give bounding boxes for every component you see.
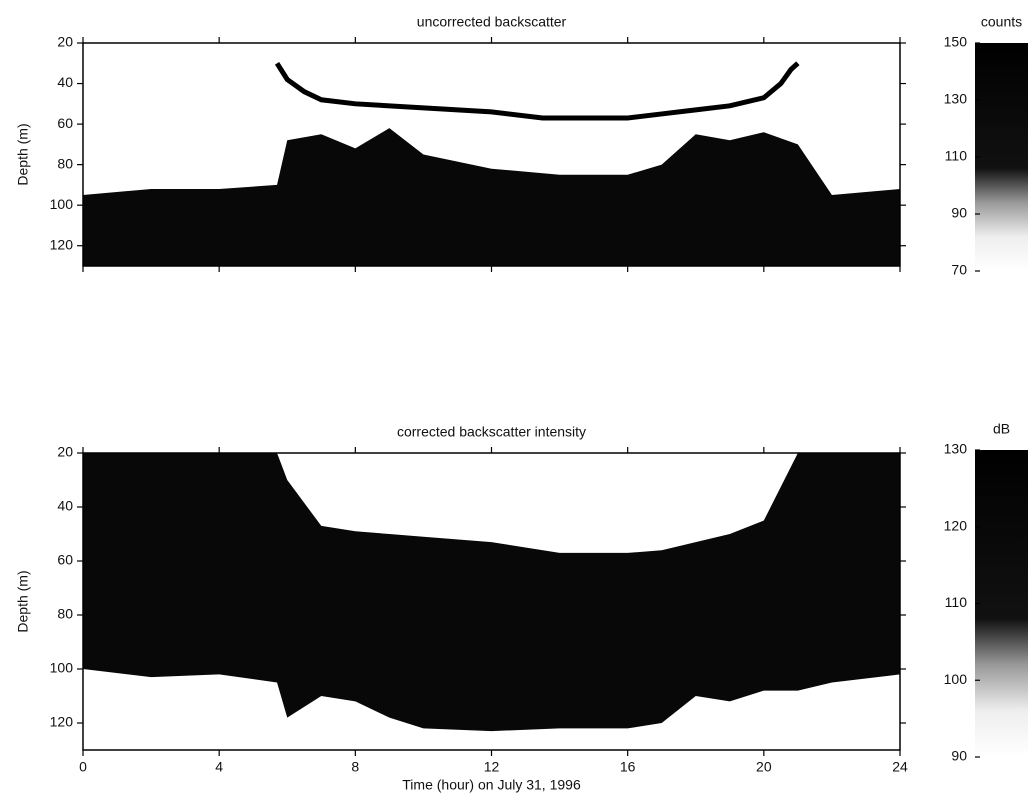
chart-title: uncorrected backscatter — [417, 14, 567, 30]
y-tick-label: 80 — [57, 155, 73, 171]
colorbar — [975, 43, 1028, 271]
echo-region — [83, 128, 900, 266]
colorbar-tick-label: 130 — [944, 441, 968, 457]
x-tick-label: 20 — [756, 759, 772, 775]
y-tick-label: 40 — [57, 74, 73, 90]
y-tick-label: 80 — [57, 606, 73, 622]
y-tick-label: 100 — [50, 660, 74, 676]
y-tick-label: 100 — [50, 196, 74, 212]
colorbar-label: dB — [993, 421, 1010, 437]
colorbar-tick-label: 70 — [951, 262, 967, 278]
x-tick-label: 0 — [79, 759, 87, 775]
y-axis-label: Depth (m) — [15, 123, 31, 185]
y-tick-label: 20 — [57, 34, 73, 50]
x-tick-label: 24 — [892, 759, 908, 775]
y-tick-label: 60 — [57, 552, 73, 568]
y-tick-label: 120 — [50, 714, 74, 730]
colorbar-tick-label: 120 — [944, 517, 968, 533]
x-tick-label: 8 — [351, 759, 359, 775]
y-axis-label: Depth (m) — [15, 570, 31, 632]
colorbar-tick-label: 110 — [945, 594, 968, 610]
chart-title: corrected backscatter intensity — [397, 424, 586, 440]
colorbar-tick-label: 90 — [951, 205, 967, 221]
x-tick-label: 16 — [620, 759, 636, 775]
colorbar-tick-label: 150 — [944, 34, 968, 50]
colorbar-tick-label: 100 — [944, 671, 968, 687]
colorbar-tick-label: 110 — [945, 148, 968, 164]
x-tick-label: 4 — [215, 759, 223, 775]
colorbar-tick-label: 90 — [951, 748, 967, 764]
y-tick-label: 40 — [57, 498, 73, 514]
y-tick-label: 20 — [57, 444, 73, 460]
y-tick-label: 60 — [57, 115, 73, 131]
colorbar-tick-label: 130 — [944, 91, 968, 107]
colorbar-label: counts — [981, 14, 1022, 30]
y-tick-label: 120 — [50, 236, 74, 252]
x-tick-label: 12 — [484, 759, 500, 775]
x-axis-label: Time (hour) on July 31, 1996 — [402, 777, 581, 793]
colorbar — [975, 450, 1028, 757]
track-line — [274, 61, 800, 121]
echo-region — [83, 453, 900, 732]
